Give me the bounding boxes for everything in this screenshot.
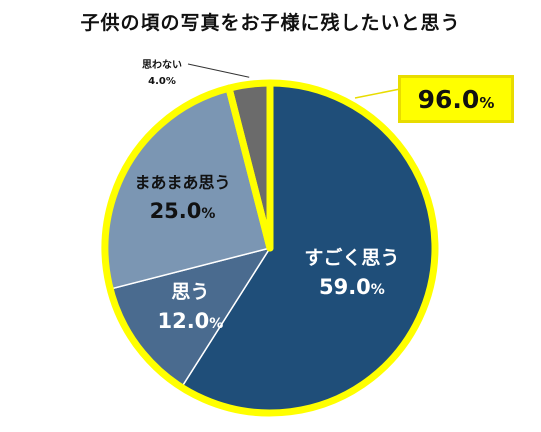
leader-line-omowanai — [187, 63, 250, 78]
label-maamaa-name: まあまあ思う — [134, 173, 230, 192]
total-percentage-value: 96.0 — [417, 84, 480, 114]
label-omou-name: 思う — [171, 281, 209, 303]
highlight-arc — [101, 79, 439, 417]
label-maamaa-value: 25.0% — [150, 199, 216, 223]
label-sugoku-name: すごく思う — [304, 246, 399, 269]
slice-labels: すごく思う 59.0% 思う 12.0% まあまあ思う 25.0% 思わない 4.0% — [134, 59, 399, 333]
label-omou-value: 12.0% — [157, 309, 223, 333]
label-sugoku-value: 59.0% — [319, 275, 385, 299]
highlight-leader-line — [354, 88, 401, 99]
total-percentage-badge: 96.0 % — [398, 75, 514, 123]
highlight-outline — [101, 79, 439, 417]
total-percentage-unit: % — [479, 93, 495, 112]
outline-arc-omowanai — [225, 79, 274, 252]
label-omowanai-name: 思わない — [142, 59, 182, 71]
chart-title: 子供の頃の写真をお子様に残したいと思う — [80, 12, 461, 34]
label-omowanai-value: 4.0% — [148, 76, 176, 87]
